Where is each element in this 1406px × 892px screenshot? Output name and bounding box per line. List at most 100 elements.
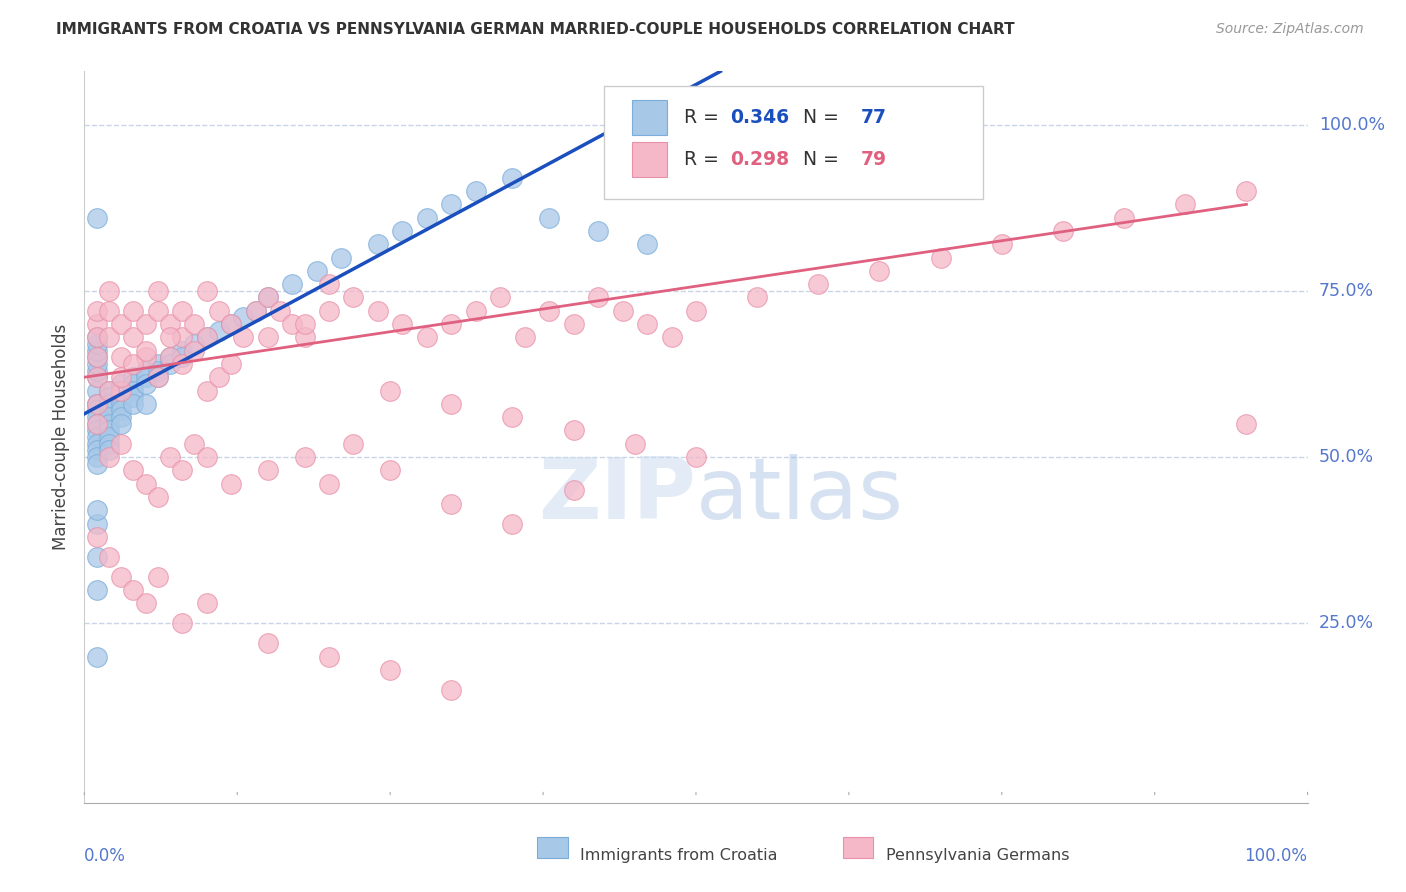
Text: atlas: atlas <box>696 454 904 537</box>
Point <box>86 351 108 365</box>
Bar <box>633 100 666 135</box>
Point <box>416 330 439 344</box>
Point <box>294 450 316 464</box>
Point <box>747 290 769 304</box>
Point <box>110 403 132 417</box>
Point <box>208 303 231 318</box>
Point <box>232 330 254 344</box>
Point <box>159 357 181 371</box>
Point <box>305 264 328 278</box>
Point <box>440 497 463 511</box>
Point <box>245 303 267 318</box>
Point <box>97 450 120 464</box>
Point <box>342 436 364 450</box>
Point <box>489 290 512 304</box>
Point <box>1114 211 1136 225</box>
Point <box>232 310 254 325</box>
Point <box>86 370 108 384</box>
Point <box>172 303 194 318</box>
Point <box>135 397 157 411</box>
Point <box>110 436 132 450</box>
Point <box>86 211 108 225</box>
Point <box>110 390 132 404</box>
Point <box>219 476 242 491</box>
Point <box>97 284 120 298</box>
Point <box>1174 197 1197 211</box>
Text: IMMIGRANTS FROM CROATIA VS PENNSYLVANIA GERMAN MARRIED-COUPLE HOUSEHOLDS CORRELA: IMMIGRANTS FROM CROATIA VS PENNSYLVANIA … <box>56 22 1015 37</box>
Point <box>86 417 108 431</box>
Point <box>122 357 145 371</box>
Text: R =: R = <box>683 150 724 169</box>
Point <box>172 330 194 344</box>
Point <box>86 549 108 564</box>
Point <box>416 211 439 225</box>
Point <box>159 317 181 331</box>
Point <box>562 424 585 438</box>
Text: 50.0%: 50.0% <box>1319 448 1374 466</box>
Point <box>318 277 340 292</box>
Point <box>318 649 340 664</box>
Point <box>86 457 108 471</box>
Point <box>135 351 157 365</box>
Point <box>110 376 132 391</box>
Point <box>86 417 108 431</box>
Point <box>685 303 707 318</box>
Point <box>110 351 132 365</box>
Point <box>110 370 132 384</box>
Text: R =: R = <box>683 108 724 127</box>
Point <box>269 303 291 318</box>
Y-axis label: Married-couple Households: Married-couple Households <box>52 324 70 550</box>
Point <box>661 330 683 344</box>
Point <box>122 303 145 318</box>
Point <box>146 284 169 298</box>
Point <box>281 317 304 331</box>
Point <box>991 237 1014 252</box>
Point <box>97 424 120 438</box>
Point <box>110 417 132 431</box>
Point <box>146 363 169 377</box>
Point <box>1052 224 1074 238</box>
Point <box>172 463 194 477</box>
Point <box>183 317 205 331</box>
Point <box>318 476 340 491</box>
Point <box>391 224 413 238</box>
Point <box>257 636 280 650</box>
Text: Immigrants from Croatia: Immigrants from Croatia <box>579 848 778 863</box>
Point <box>159 351 181 365</box>
Point <box>318 303 340 318</box>
Point <box>195 384 218 398</box>
Point <box>86 397 108 411</box>
Point <box>135 596 157 610</box>
Point <box>86 450 108 464</box>
Point <box>110 570 132 584</box>
Point <box>86 403 108 417</box>
Point <box>586 290 609 304</box>
Point <box>380 463 402 477</box>
Point <box>685 450 707 464</box>
Bar <box>842 838 873 858</box>
Point <box>464 303 486 318</box>
Point <box>195 330 218 344</box>
Point <box>440 397 463 411</box>
Point <box>219 317 242 331</box>
Point <box>342 290 364 304</box>
Point <box>122 582 145 597</box>
Point <box>86 424 108 438</box>
Point <box>195 284 218 298</box>
Point <box>135 343 157 358</box>
Bar <box>537 838 568 858</box>
Point <box>122 376 145 391</box>
Point <box>97 417 120 431</box>
Point <box>195 450 218 464</box>
Point <box>86 357 108 371</box>
Point <box>183 337 205 351</box>
Point <box>367 237 389 252</box>
Point <box>257 290 280 304</box>
Point <box>146 490 169 504</box>
Point <box>380 384 402 398</box>
Point <box>464 184 486 198</box>
Point <box>86 516 108 531</box>
Point <box>86 303 108 318</box>
Point <box>97 384 120 398</box>
Point <box>159 330 181 344</box>
